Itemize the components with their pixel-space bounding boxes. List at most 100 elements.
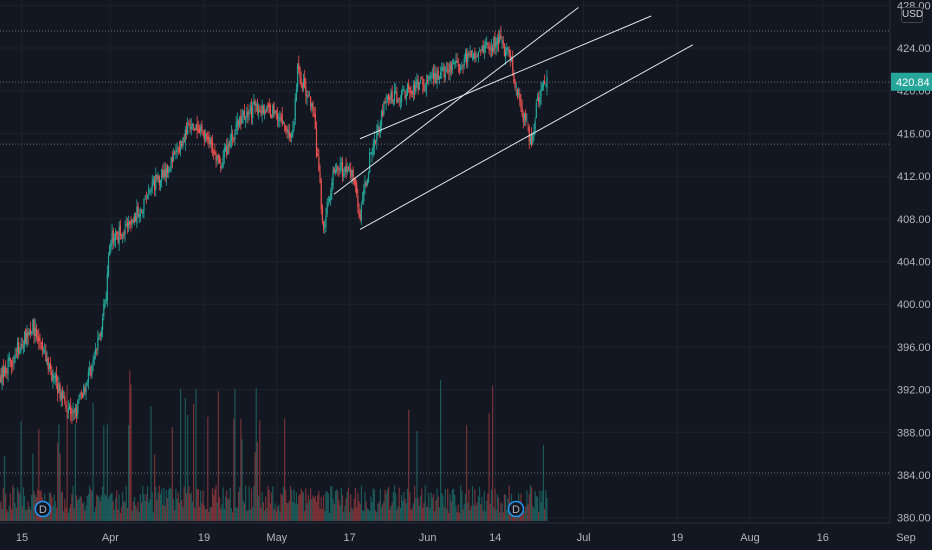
candle-body [541,84,543,91]
candle-body [336,167,338,171]
candle-body [307,95,309,97]
candle-body [508,49,510,53]
volume-bar [151,492,153,521]
volume-bar [103,425,105,521]
candle-body [189,123,191,129]
candle-body [209,138,211,145]
y-tick-label: 404.00 [897,257,931,269]
candle-body [169,168,171,172]
candle-body [106,273,108,301]
volume-bar [77,500,79,521]
volume-bar [197,489,199,521]
volume-bar [363,510,365,521]
candle-body [135,215,137,222]
volume-bar [318,491,320,521]
volume-bar [477,496,480,521]
volume-bar [285,489,287,521]
candle-body [457,63,459,66]
candle-body [118,227,120,244]
candle-body [331,182,333,193]
volume-bar [412,503,415,521]
volume-bar [419,495,422,521]
candle-body [78,398,80,401]
volume-bar [482,510,484,521]
candle-body [234,132,236,140]
volume-bar [92,402,94,521]
candlestick-series [0,25,548,424]
candle-body [47,357,49,370]
volume-bar [217,391,220,521]
volume-bar [169,487,171,521]
volume-bar [200,490,202,521]
candle-body [514,80,516,88]
volume-bar [275,510,277,521]
candle-body [128,222,130,227]
volume-bar [209,507,211,521]
candle-body [213,150,215,154]
candle-body [155,174,157,190]
volume-bar [124,501,126,521]
volume-bar [443,506,445,521]
volume-bar [508,485,510,521]
volume-bar [116,490,118,521]
volume-bar [409,492,411,521]
volume-bar [359,503,361,521]
candle-body [310,96,312,106]
candle-body [469,53,471,55]
volume-bar [230,507,233,521]
volume-bar [228,498,230,521]
volume-bar [74,423,77,521]
candle-body [219,155,221,163]
volume-bar [346,491,348,521]
candle-body [454,61,456,65]
candle-body [12,364,14,366]
trend-channel-lines[interactable] [333,7,694,230]
y-tick-label: 384.00 [897,470,931,482]
candle-body [544,80,546,85]
candle-body [390,92,392,99]
volume-bar [284,418,286,521]
candle-body [339,164,341,171]
candle-body [285,125,287,131]
candle-body [171,157,173,163]
volume-bar [227,499,229,521]
time-axis[interactable]: 15 Apr 19 May 17 Jun 14 Jul 19 Aug 16 Sep [16,532,916,544]
candle-body [475,57,477,59]
volume-bar [522,509,524,521]
candle-body [235,124,237,132]
volume-bar [93,511,95,521]
price-axis[interactable]: 380.00 384.00 388.00 392.00 396.00 400.00 404.… [897,0,931,524]
candle-body [70,405,72,415]
volume-bar [0,501,2,521]
candle-body [241,116,243,123]
volume-bar [247,510,249,521]
candle-body [490,47,493,51]
volume-bar [403,491,405,521]
volume-bar [267,486,269,521]
x-tick-label: 19 [198,532,210,544]
volume-bar [525,506,527,521]
volume-bar [408,409,410,521]
volume-bar [91,491,93,521]
volume-bar [473,505,475,521]
volume-bar [475,505,477,521]
currency-badge[interactable]: USD [901,7,923,23]
candle-body [176,148,178,153]
candle-body [372,145,374,155]
volume-bar [188,486,190,521]
candle-body [165,168,168,178]
candle-body [72,409,74,415]
candle-body [255,103,257,106]
volume-bar [340,488,342,521]
candle-body [132,220,134,224]
candle-body [464,52,467,59]
candle-body [534,120,536,130]
volume-bar [72,485,74,521]
volume-bar [397,506,399,521]
candle-body [385,101,387,103]
volume-bar [545,489,547,521]
volume-bar [139,493,142,521]
candle-body [29,329,32,334]
